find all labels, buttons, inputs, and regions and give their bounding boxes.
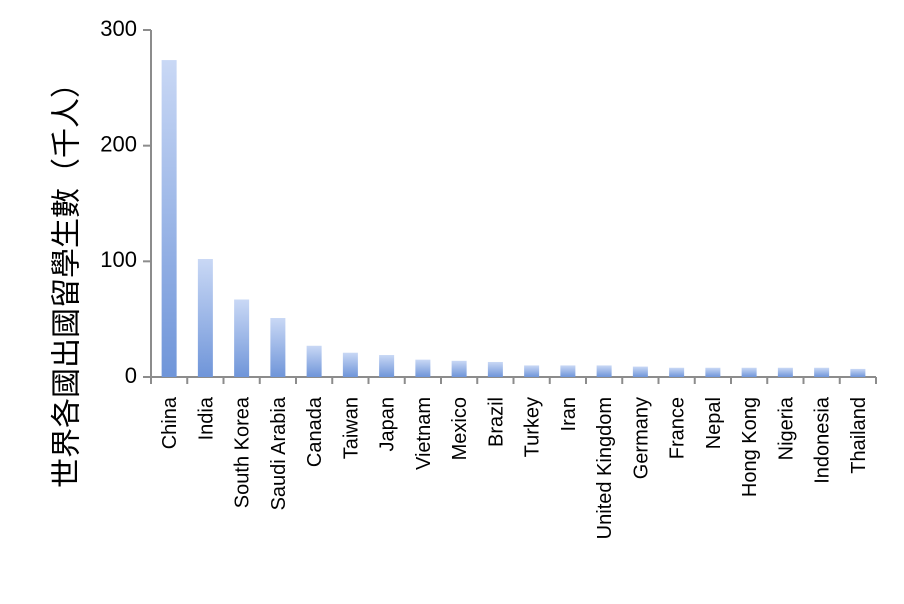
bar-nigeria [777, 367, 793, 377]
bar-brazil [487, 361, 503, 377]
x-axis-ticks [150, 377, 877, 384]
x-category-label: China [159, 396, 181, 449]
x-category-label: Saudi Arabia [268, 396, 290, 510]
bar-south-korea [234, 299, 250, 377]
x-category-label: India [195, 396, 217, 440]
x-category-label: Brazil [485, 397, 507, 447]
bar-united-kingdom [596, 365, 612, 377]
x-category-label: France [667, 397, 689, 459]
bar-turkey [524, 365, 540, 377]
x-category-label: Iran [558, 397, 580, 431]
x-category-label: Nigeria [775, 396, 797, 460]
y-tick-label: 100 [100, 247, 137, 272]
bar-canada [306, 345, 322, 377]
y-axis-ticks: 0 100 200 300 [100, 16, 151, 388]
x-category-label: Vietnam [413, 397, 435, 470]
x-category-label: Indonesia [812, 396, 834, 484]
y-tick-label: 200 [100, 131, 137, 156]
x-category-label: Mexico [449, 397, 471, 460]
x-category-label: Turkey [522, 397, 544, 457]
bar-thailand [850, 368, 866, 377]
bar-france [669, 367, 685, 377]
bar-germany [632, 366, 648, 377]
x-axis-labels: China India South Korea Saudi Arabia Canada T… [159, 396, 870, 539]
x-category-label: Nepal [703, 397, 725, 449]
bar-japan [379, 355, 395, 377]
x-category-label: Japan [377, 397, 399, 452]
x-category-label: South Korea [232, 396, 254, 508]
bar-china [161, 60, 177, 377]
bar-iran [560, 365, 576, 377]
y-tick-label: 300 [100, 16, 137, 41]
bar-vietnam [415, 359, 431, 377]
bar-hong-kong [741, 367, 757, 377]
x-category-label: Thailand [848, 397, 870, 474]
bar-saudi-arabia [270, 318, 286, 377]
y-axis-label: 世界各國出國留學生數（千人） [50, 68, 85, 488]
bar-india [197, 259, 213, 377]
x-category-label: Germany [630, 397, 652, 479]
bar-mexico [451, 360, 467, 377]
bar-nepal [705, 367, 721, 377]
x-category-label: Taiwan [340, 397, 362, 459]
x-category-label: Hong Kong [739, 397, 761, 497]
x-category-label: Canada [304, 396, 326, 467]
bar-taiwan [342, 352, 358, 377]
bar-indonesia [814, 367, 830, 377]
x-category-label: United Kingdom [594, 397, 616, 539]
y-tick-label: 0 [125, 363, 137, 388]
bars [161, 60, 866, 377]
